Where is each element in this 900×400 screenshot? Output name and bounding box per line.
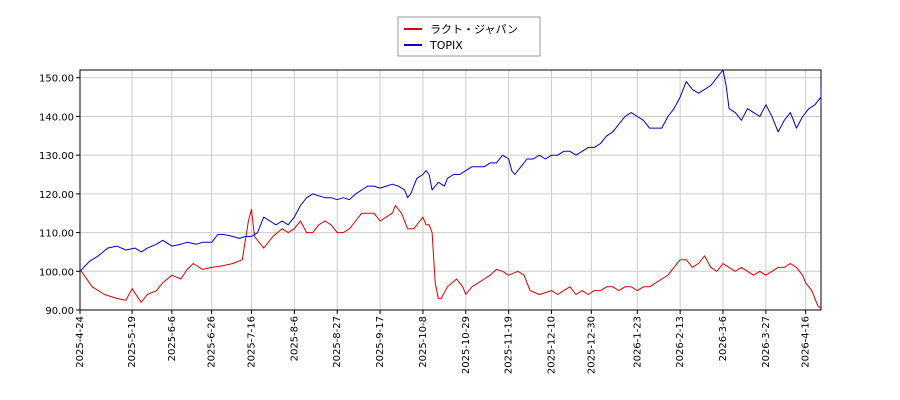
x-axis: 2025-4-24 2025-5-19 2025-6-6 2025-6-26 2025-… [75,310,812,374]
y-tick-label: 90.00 [45,306,74,317]
y-tick-label: 100.00 [39,267,74,278]
x-tick-label: 2025-5-19 [127,316,138,368]
x-tick-label: 2026-3-6 [718,316,729,361]
x-tick-label: 2026-3-27 [761,316,772,368]
x-tick-label: 2026-4-16 [801,316,812,368]
x-tick-label: 2026-2-13 [675,316,686,368]
grid [79,70,821,311]
series-line-topix [79,69,822,272]
x-tick-label: 2025-6-26 [207,316,218,368]
x-tick-label: 2025-8-6 [289,316,300,361]
y-tick-label: 140.00 [39,112,74,123]
x-tick-label: 2025-12-10 [547,316,558,374]
y-tick-label: 130.00 [39,151,74,162]
x-tick-label: 2025-12-30 [586,316,597,374]
x-tick-label: 2025-9-17 [375,316,386,368]
x-tick-label: 2025-10-8 [418,316,429,368]
x-tick-label: 2025-10-29 [461,316,472,374]
legend-label-lakuto: ラクト・ジャパン [430,23,518,36]
y-tick-label: 120.00 [39,190,74,201]
x-tick-label: 2025-8-27 [332,316,343,368]
legend: ラクト・ジャパン TOPIX [397,16,541,57]
y-tick-label: 150.00 [39,74,74,85]
series-layer [79,69,822,309]
x-tick-label: 2025-6-6 [167,316,178,361]
x-tick-label: 2025-11-19 [504,316,515,374]
legend-box [397,16,541,57]
x-tick-label: 2026-1-23 [632,316,643,368]
x-tick-label: 2025-7-16 [246,316,257,368]
x-tick-label: 2025-4-24 [75,316,86,368]
plot-frame [79,69,822,311]
series-line-lakuto [79,205,822,309]
y-axis: 90.00 100.00 110.00 120.00 130.00 140.00 150.0… [39,74,80,317]
legend-label-topix: TOPIX [429,39,463,52]
y-tick-label: 110.00 [39,229,74,240]
